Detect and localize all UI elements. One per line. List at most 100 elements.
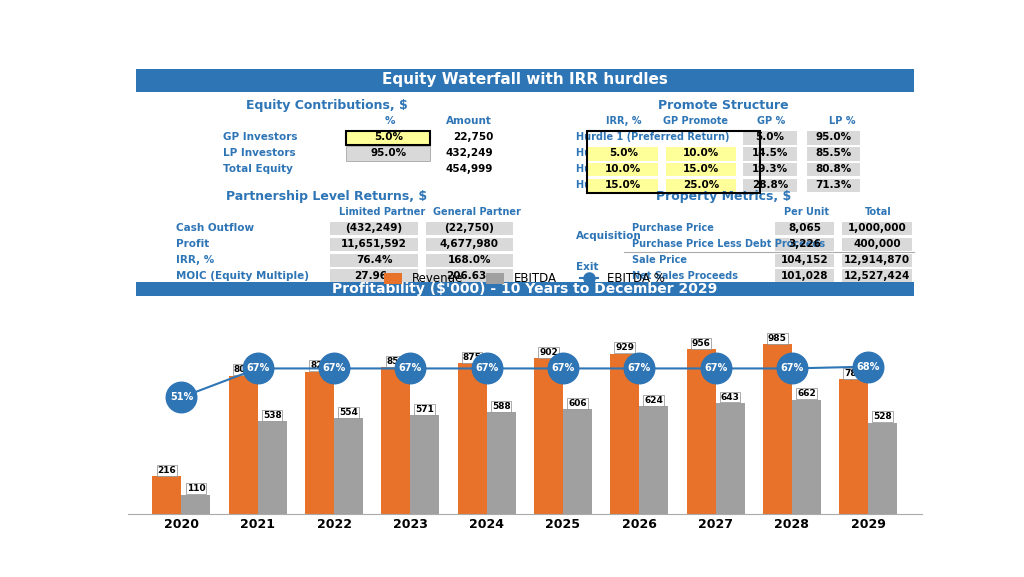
Bar	[486, 413, 516, 514]
FancyBboxPatch shape	[426, 254, 513, 267]
Text: Net Sales Proceeds: Net Sales Proceeds	[632, 271, 738, 281]
Text: MOIC (Equity Multiple): MOIC (Equity Multiple)	[176, 271, 308, 281]
Bar	[868, 423, 897, 514]
FancyBboxPatch shape	[588, 163, 658, 177]
Bar	[228, 376, 258, 514]
FancyBboxPatch shape	[331, 222, 418, 235]
FancyBboxPatch shape	[426, 238, 513, 252]
Text: Limited Partner: Limited Partner	[339, 207, 425, 218]
Text: Hurdle 3: Hurdle 3	[577, 164, 624, 174]
Text: Acquisition: Acquisition	[577, 231, 642, 241]
FancyBboxPatch shape	[775, 269, 835, 283]
Text: 10.0%: 10.0%	[605, 164, 641, 174]
Bar	[534, 358, 563, 514]
FancyBboxPatch shape	[588, 147, 658, 160]
Text: Total Equity: Total Equity	[223, 164, 293, 174]
Bar	[305, 372, 334, 514]
Text: LP Investors: LP Investors	[223, 148, 296, 158]
Text: 929: 929	[615, 343, 634, 353]
Text: Profitability ($'000) - 10 Years to December 2029: Profitability ($'000) - 10 Years to Dece…	[332, 282, 718, 296]
FancyBboxPatch shape	[331, 238, 418, 252]
Text: Partnership Level Returns, $: Partnership Level Returns, $	[226, 190, 427, 203]
FancyBboxPatch shape	[666, 147, 736, 160]
Text: 850: 850	[386, 357, 406, 366]
Text: 95.0%: 95.0%	[371, 148, 407, 158]
FancyBboxPatch shape	[666, 163, 736, 177]
FancyBboxPatch shape	[136, 282, 913, 296]
FancyBboxPatch shape	[842, 238, 912, 252]
Text: 5.0%: 5.0%	[756, 132, 784, 143]
Text: Purchase Price: Purchase Price	[632, 223, 714, 233]
Text: 95.0%: 95.0%	[815, 132, 852, 143]
Text: 588: 588	[492, 402, 511, 411]
Text: 606: 606	[568, 399, 587, 408]
FancyBboxPatch shape	[666, 179, 736, 192]
Text: GP %: GP %	[757, 117, 785, 126]
Text: (22,750): (22,750)	[444, 223, 495, 233]
Text: 781: 781	[844, 369, 863, 378]
Bar	[716, 403, 744, 514]
FancyBboxPatch shape	[588, 179, 658, 192]
Text: General Partner: General Partner	[433, 207, 521, 218]
FancyBboxPatch shape	[775, 238, 835, 252]
FancyBboxPatch shape	[136, 69, 913, 92]
Text: 5.0%: 5.0%	[608, 148, 638, 158]
Text: Amount: Amount	[446, 117, 493, 126]
Text: (432,249): (432,249)	[345, 223, 402, 233]
Bar	[686, 349, 716, 514]
Text: 875: 875	[463, 353, 481, 362]
Text: 80.8%: 80.8%	[815, 164, 852, 174]
Bar	[840, 379, 868, 514]
Text: 985: 985	[768, 334, 786, 343]
FancyBboxPatch shape	[743, 179, 797, 192]
Text: 67%: 67%	[780, 364, 804, 373]
Text: 22,750: 22,750	[453, 132, 494, 143]
Bar	[334, 418, 364, 514]
Bar	[610, 354, 639, 514]
FancyBboxPatch shape	[807, 179, 860, 192]
FancyBboxPatch shape	[775, 222, 835, 235]
FancyBboxPatch shape	[842, 254, 912, 267]
Bar	[411, 415, 439, 514]
Text: 643: 643	[721, 392, 739, 402]
Text: 454,999: 454,999	[445, 164, 494, 174]
Text: 4,677,980: 4,677,980	[439, 239, 499, 249]
FancyBboxPatch shape	[842, 269, 912, 283]
Text: Purchase Price Less Debt Proceeds: Purchase Price Less Debt Proceeds	[632, 239, 825, 249]
Text: 12,527,424: 12,527,424	[844, 271, 910, 281]
FancyBboxPatch shape	[331, 254, 418, 267]
FancyBboxPatch shape	[331, 269, 418, 283]
Text: 8,065: 8,065	[788, 223, 821, 233]
Text: 67%: 67%	[246, 364, 269, 373]
Text: 1,000,000: 1,000,000	[848, 223, 906, 233]
Text: 216: 216	[158, 466, 176, 475]
Text: 956: 956	[691, 339, 711, 348]
Bar	[181, 494, 210, 514]
Text: 538: 538	[263, 411, 282, 419]
Text: Profit: Profit	[176, 239, 209, 249]
Text: Sale Price: Sale Price	[632, 255, 687, 265]
Text: Total: Total	[864, 207, 891, 218]
FancyBboxPatch shape	[743, 147, 797, 160]
Text: Hurdle 4: Hurdle 4	[577, 180, 624, 190]
Text: 10.0%: 10.0%	[683, 148, 719, 158]
Text: 168.0%: 168.0%	[447, 255, 490, 265]
Text: 571: 571	[416, 405, 434, 414]
Bar	[381, 368, 411, 514]
Text: 11,651,592: 11,651,592	[341, 239, 407, 249]
Text: 25.0%: 25.0%	[683, 180, 719, 190]
Text: 67%: 67%	[323, 364, 346, 373]
Bar	[763, 344, 792, 514]
Text: IRR, %: IRR, %	[176, 255, 214, 265]
Text: Per Unit: Per Unit	[784, 207, 829, 218]
Text: 27.96x: 27.96x	[354, 271, 394, 281]
Text: 14.5%: 14.5%	[752, 148, 788, 158]
Text: 67%: 67%	[551, 364, 574, 373]
Bar	[792, 400, 821, 514]
FancyBboxPatch shape	[426, 222, 513, 235]
Text: 902: 902	[539, 348, 558, 357]
FancyBboxPatch shape	[807, 131, 860, 145]
Bar	[258, 421, 287, 514]
FancyBboxPatch shape	[842, 222, 912, 235]
Text: 76.4%: 76.4%	[355, 255, 392, 265]
